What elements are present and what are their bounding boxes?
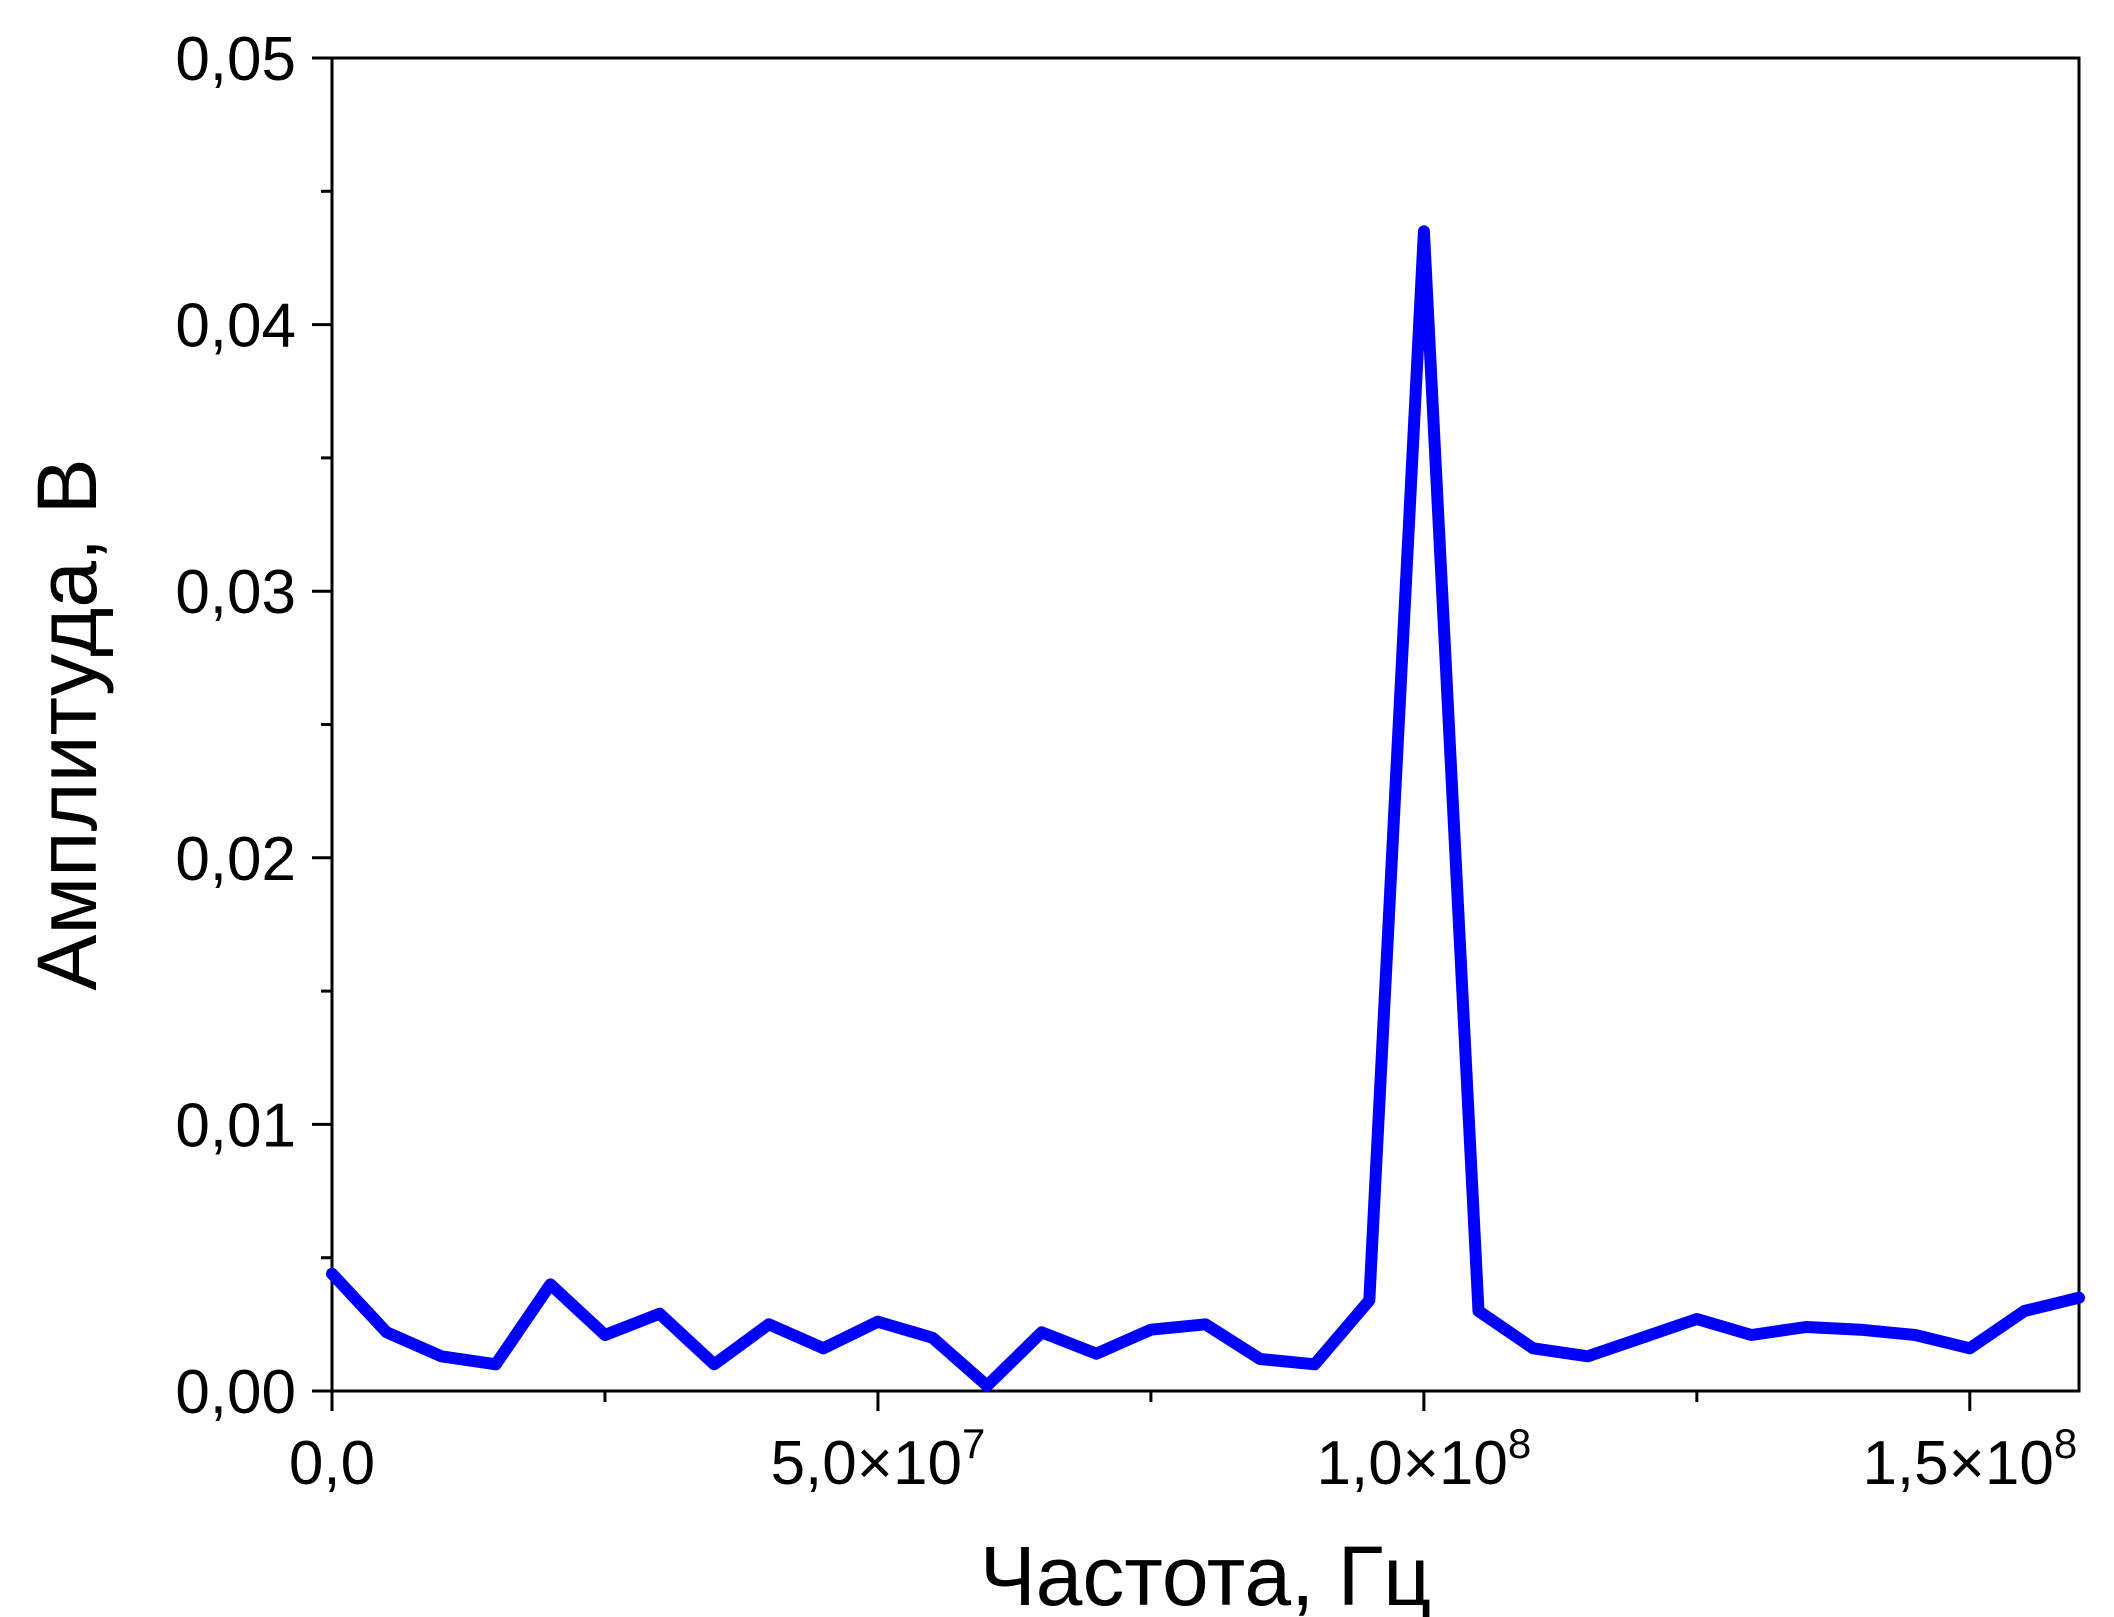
y-axis-title: Амплитуда, В (20, 458, 114, 990)
plot-area (326, 56, 2085, 1393)
y-tick-label: 0,03 (175, 558, 296, 627)
x-tick-label: 1,5×108 (1862, 1420, 2077, 1498)
y-axis: 0,00 0,01 0,02 0,03 0,04 0,05 (175, 25, 332, 1427)
y-tick-label: 0,05 (175, 25, 296, 94)
x-axis: 0,0 5,0×107 1,0×108 1,5×108 (289, 1391, 2077, 1498)
y-tick-label: 0,00 (175, 1358, 296, 1427)
x-tick-label: 1,0×108 (1317, 1420, 1532, 1498)
y-tick-label: 0,01 (175, 1091, 296, 1160)
y-tick-label: 0,02 (175, 825, 296, 894)
series-line (326, 225, 2085, 1392)
y-tick-label: 0,04 (175, 292, 296, 361)
x-tick-label: 5,0×107 (771, 1420, 986, 1498)
x-axis-title: Частота, Гц (980, 1529, 1432, 1617)
x-tick-label: 0,0 (289, 1429, 375, 1498)
plot-frame (330, 56, 2081, 1393)
